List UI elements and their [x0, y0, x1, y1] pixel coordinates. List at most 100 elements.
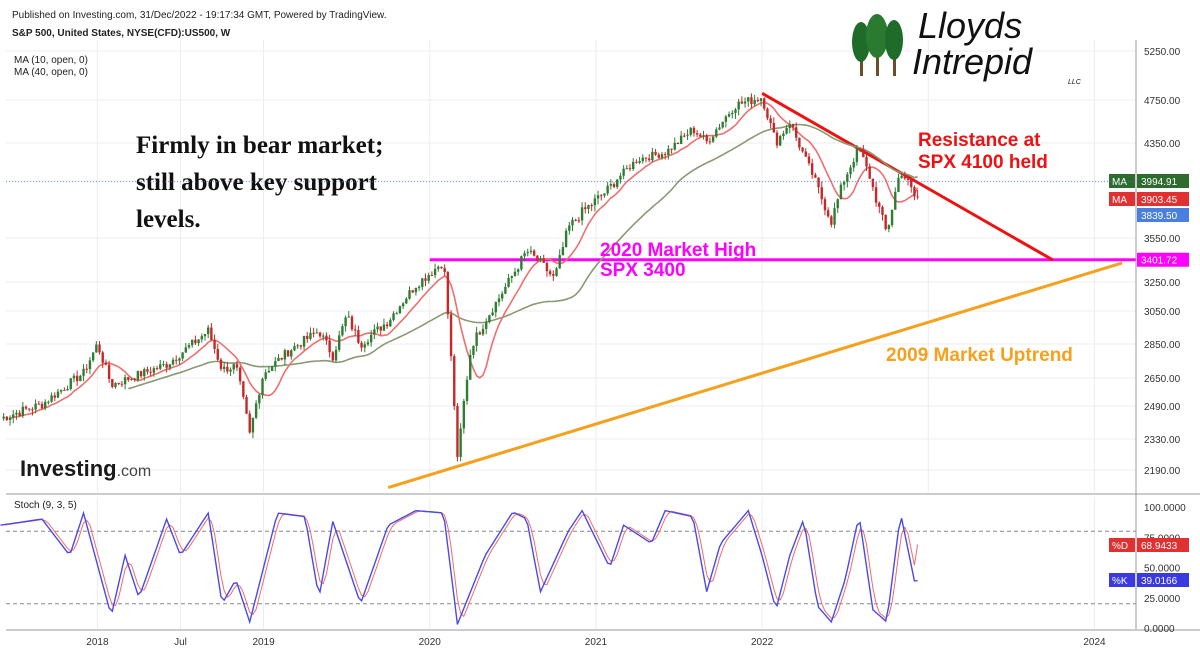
candle-body [485, 322, 488, 329]
candle-body [740, 101, 744, 104]
candle-body [670, 148, 673, 150]
candle-body [564, 230, 568, 248]
candle-body [692, 127, 696, 134]
candle-body [839, 184, 843, 200]
stoch-tick-label: 0.0000 [1144, 624, 1175, 635]
candle-body [395, 313, 398, 315]
candle-body [849, 167, 852, 175]
candle-body [149, 371, 152, 373]
candle-body [619, 175, 622, 180]
candle-body [242, 381, 245, 397]
candle-body [152, 368, 156, 373]
candle-body [59, 389, 63, 392]
candle-body [539, 258, 542, 261]
candle-body [651, 151, 654, 161]
candle-body [398, 306, 402, 314]
candle-body [478, 332, 482, 335]
resistance-note-line2: SPX 4100 held [918, 152, 1048, 173]
candle-body [28, 408, 31, 410]
candle-body [894, 191, 897, 210]
candle-body [718, 127, 721, 130]
symbol-text: S&P 500, United States, NYSE(CFD):US500,… [12, 28, 231, 39]
candle-body [584, 207, 587, 209]
candle-body [347, 316, 350, 318]
candle-body [702, 135, 705, 137]
candle-body [616, 179, 619, 188]
candle-body [299, 345, 303, 347]
candle-body [673, 142, 676, 150]
candle-body [491, 312, 494, 316]
candle-body [341, 326, 344, 336]
investing-watermark: Investing.com [20, 456, 151, 481]
candle-body [763, 98, 766, 109]
candle-body [833, 208, 836, 225]
candle-body [695, 133, 699, 135]
candle-body [2, 416, 5, 419]
candle-body [165, 364, 168, 368]
candle-body [366, 342, 370, 345]
candle-body [459, 428, 462, 457]
candle-body [8, 417, 12, 421]
candle-body [296, 345, 299, 347]
candle-body [481, 328, 485, 335]
time-tick-label: 2021 [585, 637, 608, 648]
price-tick-label: 2850.00 [1144, 340, 1181, 351]
candle-body [277, 357, 280, 362]
candle-body [475, 332, 478, 346]
candle-body [689, 127, 692, 135]
candle-body [245, 396, 248, 414]
candle-body [338, 335, 341, 350]
price-tag-box [1137, 174, 1189, 188]
candle-body [887, 225, 891, 230]
candle-body [497, 298, 501, 303]
candle-body [315, 332, 319, 334]
candle-body [203, 334, 207, 337]
candle-body [306, 335, 309, 339]
candle-body [197, 339, 200, 344]
price-tick-label: 3050.00 [1144, 307, 1181, 318]
candles [2, 93, 919, 462]
candle-body [708, 141, 712, 143]
candle-body [705, 135, 708, 142]
candle-body [472, 345, 475, 356]
candle-body [229, 369, 232, 372]
candle-body [798, 137, 801, 148]
candle-body [494, 302, 497, 313]
candle-body [318, 332, 322, 337]
candle-body [40, 403, 44, 409]
candle-body [309, 332, 312, 339]
candle-body [114, 382, 117, 388]
candle-body [350, 316, 354, 330]
candle-body [72, 375, 76, 379]
stoch-labels: %D 68.9433 %K 39.0166 [1109, 538, 1189, 587]
candle-body [427, 275, 430, 281]
logo-suffix: LLC [1068, 79, 1082, 86]
candle-body [405, 298, 408, 304]
lloyds-intrepid-logo: Lloyds Intrepid LLC [852, 5, 1082, 86]
candle-body [759, 98, 763, 101]
value-tag-box [1109, 192, 1135, 206]
stoch-tick-label: 25.0000 [1144, 594, 1181, 605]
candle-body [462, 401, 466, 429]
candle-body [769, 118, 772, 124]
candle-body [107, 364, 111, 380]
candle-body [545, 262, 549, 272]
candle-body [382, 324, 386, 331]
candle-body [379, 326, 382, 331]
price-panel [6, 40, 1136, 492]
candle-body [56, 391, 60, 398]
candle-body [267, 370, 271, 373]
stoch-value-box [1137, 573, 1189, 587]
candle-body [175, 359, 178, 361]
candle-body [181, 352, 184, 359]
candle-body [437, 266, 440, 269]
candle-body [66, 388, 69, 391]
candle-body [88, 360, 92, 370]
price-tick-label: 3550.00 [1144, 234, 1181, 245]
candle-body [139, 371, 143, 377]
price-grid [6, 40, 1136, 492]
price-tag-value: 3401.72 [1141, 256, 1178, 267]
candle-body [721, 121, 724, 128]
candle-body [433, 268, 437, 276]
